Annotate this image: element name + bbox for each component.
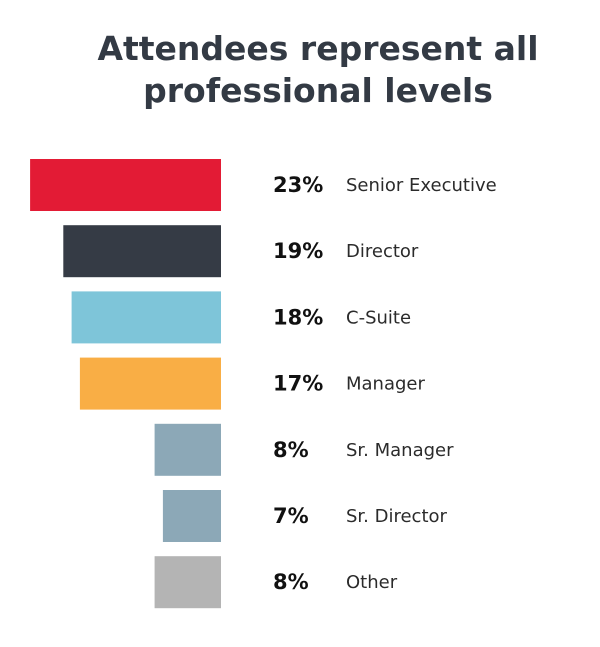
bar-sr-director: [162, 490, 221, 542]
value-label-sr-director: 7%: [273, 504, 309, 528]
value-label-sr-manager: 8%: [273, 438, 309, 462]
value-label-c-suite: 18%: [273, 305, 323, 329]
value-label-other: 8%: [273, 570, 309, 594]
bar-other: [154, 556, 221, 609]
category-label-sr-director: Sr. Director: [346, 506, 448, 527]
category-label-other: Other: [346, 572, 398, 593]
chart-title: Attendees represent all professional lev…: [0, 28, 600, 112]
labels-group: 23% Senior Executive 19% Director 18% C-Suite…: [273, 173, 497, 594]
bar-c-suite: [71, 291, 221, 344]
chart-title-line-1: Attendees represent all: [97, 29, 539, 68]
category-label-c-suite: C-Suite: [346, 307, 411, 328]
category-label-director: Director: [346, 241, 419, 262]
bar-director: [63, 225, 221, 278]
bar-sr-manager: [154, 423, 221, 476]
category-label-manager: Manager: [346, 374, 425, 395]
bar-manager: [79, 357, 222, 410]
value-label-director: 19%: [273, 239, 323, 263]
value-label-manager: 17%: [273, 372, 323, 396]
chart-title-line-2: professional levels: [143, 71, 493, 110]
value-label-senior-executive: 23%: [273, 173, 323, 197]
bar-senior-executive: [30, 159, 221, 211]
category-label-sr-manager: Sr. Manager: [346, 440, 454, 461]
bars-group: [30, 159, 222, 609]
category-label-senior-executive: Senior Executive: [346, 175, 497, 196]
